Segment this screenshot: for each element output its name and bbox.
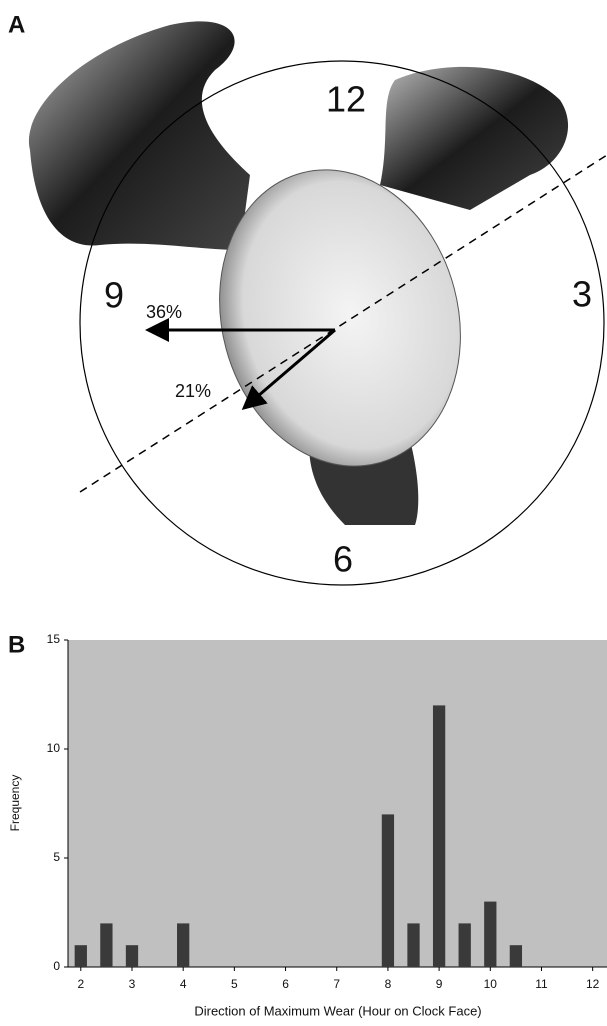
y-tick-label: 10 — [47, 741, 61, 755]
clock-label: 3 — [572, 274, 592, 315]
bar — [407, 923, 419, 967]
panel-a: A 12 3 6 9 36% 21% — [8, 11, 607, 585]
panel-label: A — [8, 11, 25, 38]
acromion — [380, 67, 568, 210]
clock-label: 12 — [326, 79, 366, 120]
panel-b: B Frequency Direction of Maximum Wear (H… — [8, 631, 607, 1018]
arrow-label: 36% — [146, 302, 182, 322]
x-tick-label: 4 — [180, 977, 187, 991]
bar — [433, 705, 445, 967]
x-tick-label: 6 — [282, 977, 289, 991]
bar — [510, 945, 522, 967]
x-tick-label: 11 — [535, 977, 548, 991]
bar — [75, 945, 87, 967]
x-tick-label: 3 — [129, 977, 136, 991]
arrow-label: 21% — [175, 381, 211, 401]
clock-label: 6 — [333, 539, 353, 580]
x-tick-label: 12 — [586, 977, 600, 991]
clock-label: 9 — [104, 275, 124, 316]
bar — [484, 902, 496, 967]
x-axis-label: Direction of Maximum Wear (Hour on Clock… — [194, 1003, 481, 1018]
bar — [459, 923, 471, 967]
x-tick-label: 10 — [484, 977, 498, 991]
x-tick-label: 5 — [231, 977, 238, 991]
y-tick-label: 0 — [53, 959, 60, 973]
y-tick-label: 15 — [47, 632, 61, 646]
bar — [177, 923, 189, 967]
x-tick-label: 2 — [77, 977, 84, 991]
bar — [126, 945, 138, 967]
x-tick-label: 8 — [385, 977, 392, 991]
x-tick-label: 9 — [436, 977, 443, 991]
y-axis-label: Frequency — [8, 775, 22, 832]
coracoid — [29, 21, 250, 250]
panel-label: B — [8, 631, 25, 658]
bar — [382, 814, 394, 967]
x-tick-label: 7 — [333, 977, 340, 991]
plot-area — [68, 640, 607, 967]
figure: A 12 3 6 9 36% 21% B Frequency Direction… — [0, 0, 607, 1026]
y-tick-label: 5 — [53, 850, 60, 864]
bar — [100, 923, 112, 967]
